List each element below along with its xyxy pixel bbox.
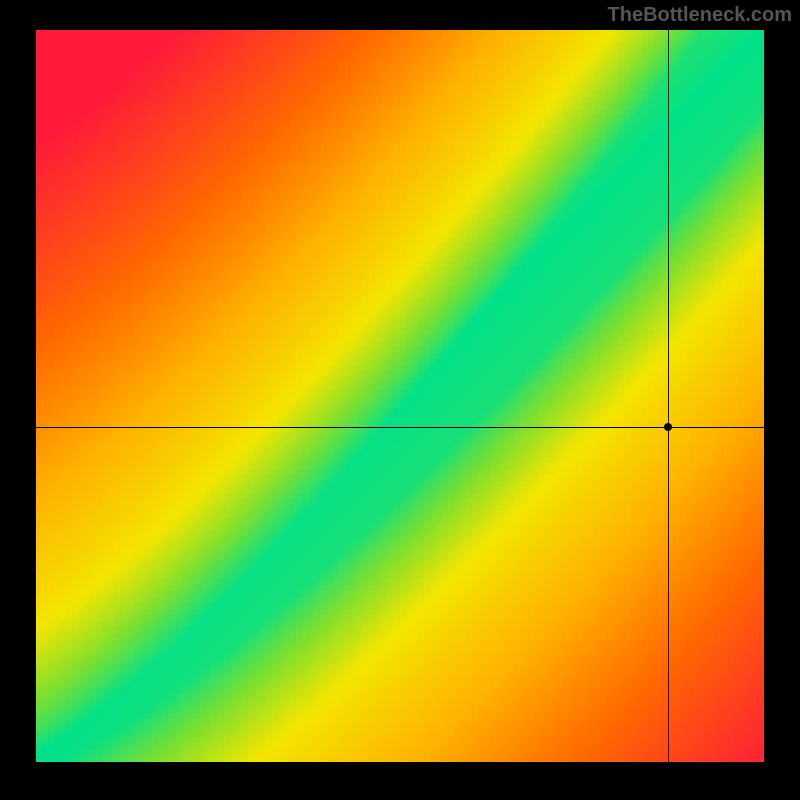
chart-container: TheBottleneck.com	[0, 0, 800, 800]
watermark-text: TheBottleneck.com	[608, 4, 792, 27]
plot-area	[36, 30, 764, 762]
crosshair-vertical	[668, 30, 669, 762]
crosshair-dot	[664, 423, 672, 431]
crosshair-horizontal	[36, 427, 764, 428]
heatmap-canvas	[36, 30, 764, 762]
